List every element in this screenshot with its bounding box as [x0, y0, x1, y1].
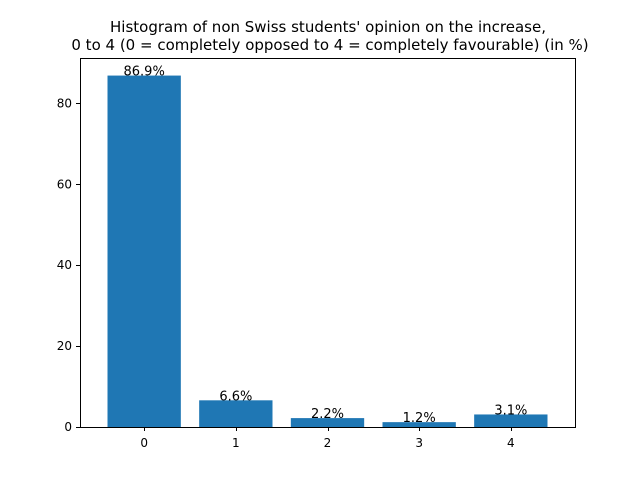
bar-3 [382, 422, 456, 427]
data-labels-group: 86.9% 6.6% 2.2% 1.2% 3.1% [124, 65, 528, 427]
y-tick-label-80: 80 [57, 96, 72, 110]
y-tick-label-40: 40 [57, 258, 72, 272]
bar-2 [290, 418, 365, 427]
x-axis: 0 1 2 3 4 [140, 427, 515, 450]
y-tick-label-60: 60 [57, 177, 72, 191]
data-label-0: 86.9% [124, 65, 165, 80]
x-tick-label-0: 0 [140, 436, 148, 450]
data-label-1: 6.6% [219, 389, 252, 404]
data-label-4: 3.1% [494, 403, 527, 418]
chart-title-line-2: 0 to 4 (0 = completely opposed to 4 = co… [71, 36, 588, 54]
bar-1 [199, 400, 273, 427]
x-tick-label-1: 1 [232, 436, 240, 450]
chart-title-line-1: Histogram of non Swiss students' opinion… [110, 18, 546, 36]
y-tick-label-0: 0 [64, 420, 72, 434]
bar-4 [474, 414, 548, 427]
y-tick-label-20: 20 [57, 339, 72, 353]
data-label-3: 1.2% [403, 411, 436, 426]
y-axis: 0 20 40 60 80 [57, 96, 80, 434]
bar-0 [107, 75, 181, 428]
data-label-2: 2.2% [311, 407, 344, 422]
x-tick-label-2: 2 [324, 436, 332, 450]
x-tick-label-4: 4 [507, 436, 515, 450]
x-tick-label-3: 3 [415, 436, 423, 450]
bars-group [107, 75, 548, 428]
